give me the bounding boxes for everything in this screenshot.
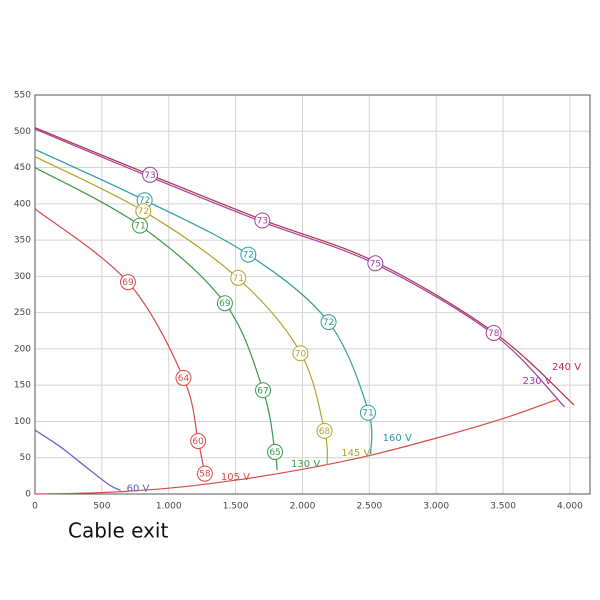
x-tick-label: 2.500	[356, 502, 382, 512]
efficiency-marker	[485, 324, 502, 341]
x-tick-label: 3.000	[423, 502, 449, 512]
efficiency-label: 72	[138, 207, 149, 217]
efficiency-label: 71	[362, 409, 373, 419]
x-tick-label: 1.500	[223, 502, 249, 512]
efficiency-marker	[360, 404, 376, 421]
series-label: 130 V	[291, 459, 320, 470]
efficiency-label: 73	[144, 171, 155, 181]
x-tick-label: 0	[32, 502, 38, 512]
efficiency-label: 64	[178, 374, 190, 384]
y-tick-label: 300	[14, 272, 31, 282]
efficiency-label: 71	[134, 222, 145, 232]
x-tick-label: 2.000	[290, 502, 316, 512]
efficiency-marker	[175, 369, 192, 386]
efficiency-marker	[255, 382, 272, 399]
efficiency-label: 78	[488, 329, 500, 339]
efficiency-label: 73	[257, 217, 268, 227]
y-tick-label: 400	[14, 199, 31, 209]
x-tick-label: 4.000	[557, 502, 583, 512]
efficiency-marker	[142, 166, 159, 183]
footer-label: Cable exit	[68, 519, 168, 543]
efficiency-label: 65	[269, 448, 280, 458]
efficiency-label: 68	[319, 427, 331, 437]
efficiency-marker	[367, 255, 384, 272]
efficiency-marker	[131, 217, 148, 234]
y-tick-label: 500	[14, 127, 31, 137]
series-label: 145 V	[341, 448, 370, 459]
series-label: 230 V	[523, 376, 552, 387]
series-label: 160 V	[383, 433, 412, 444]
efficiency-marker	[320, 314, 337, 331]
efficiency-marker	[216, 295, 233, 312]
efficiency-label: 72	[243, 251, 254, 261]
series-label: 240 V	[552, 362, 581, 373]
system-curve	[34, 399, 557, 495]
efficiency-marker	[119, 274, 136, 291]
efficiency-marker	[316, 422, 333, 439]
efficiency-marker	[240, 246, 257, 263]
efficiency-marker	[230, 269, 247, 286]
y-tick-label: 550	[14, 91, 31, 101]
series-label: 60 V	[127, 483, 150, 494]
y-tick-label: 100	[14, 417, 31, 427]
x-tick-label: 1.000	[156, 502, 182, 512]
efficiency-label: 69	[122, 278, 134, 288]
x-tick-label: 500	[93, 502, 110, 512]
efficiency-label: 70	[295, 349, 307, 359]
y-tick-label: 0	[25, 490, 31, 500]
efficiency-marker	[267, 443, 284, 460]
efficiency-marker	[196, 465, 213, 482]
y-tick-label: 350	[14, 236, 31, 246]
efficiency-marker	[292, 345, 309, 362]
y-tick-label: 250	[14, 308, 31, 318]
x-tick-label: 3.500	[490, 502, 516, 512]
y-tick-label: 450	[14, 163, 31, 173]
efficiency-label: 72	[323, 318, 334, 328]
efficiency-label: 60	[192, 437, 204, 447]
y-tick-label: 50	[20, 453, 32, 463]
y-tick-label: 150	[14, 381, 31, 391]
efficiency-label: 67	[257, 386, 268, 396]
plot-border	[34, 94, 591, 495]
series-line	[34, 429, 121, 491]
efficiency-label: 58	[199, 470, 211, 480]
y-tick-label: 200	[14, 344, 31, 354]
efficiency-marker	[190, 433, 207, 450]
efficiency-label: 75	[370, 259, 381, 269]
efficiency-label: 69	[219, 299, 231, 309]
efficiency-label: 72	[139, 196, 150, 206]
efficiency-label: 71	[233, 274, 244, 284]
efficiency-marker	[254, 212, 271, 229]
series-label: 105 V	[221, 472, 250, 483]
